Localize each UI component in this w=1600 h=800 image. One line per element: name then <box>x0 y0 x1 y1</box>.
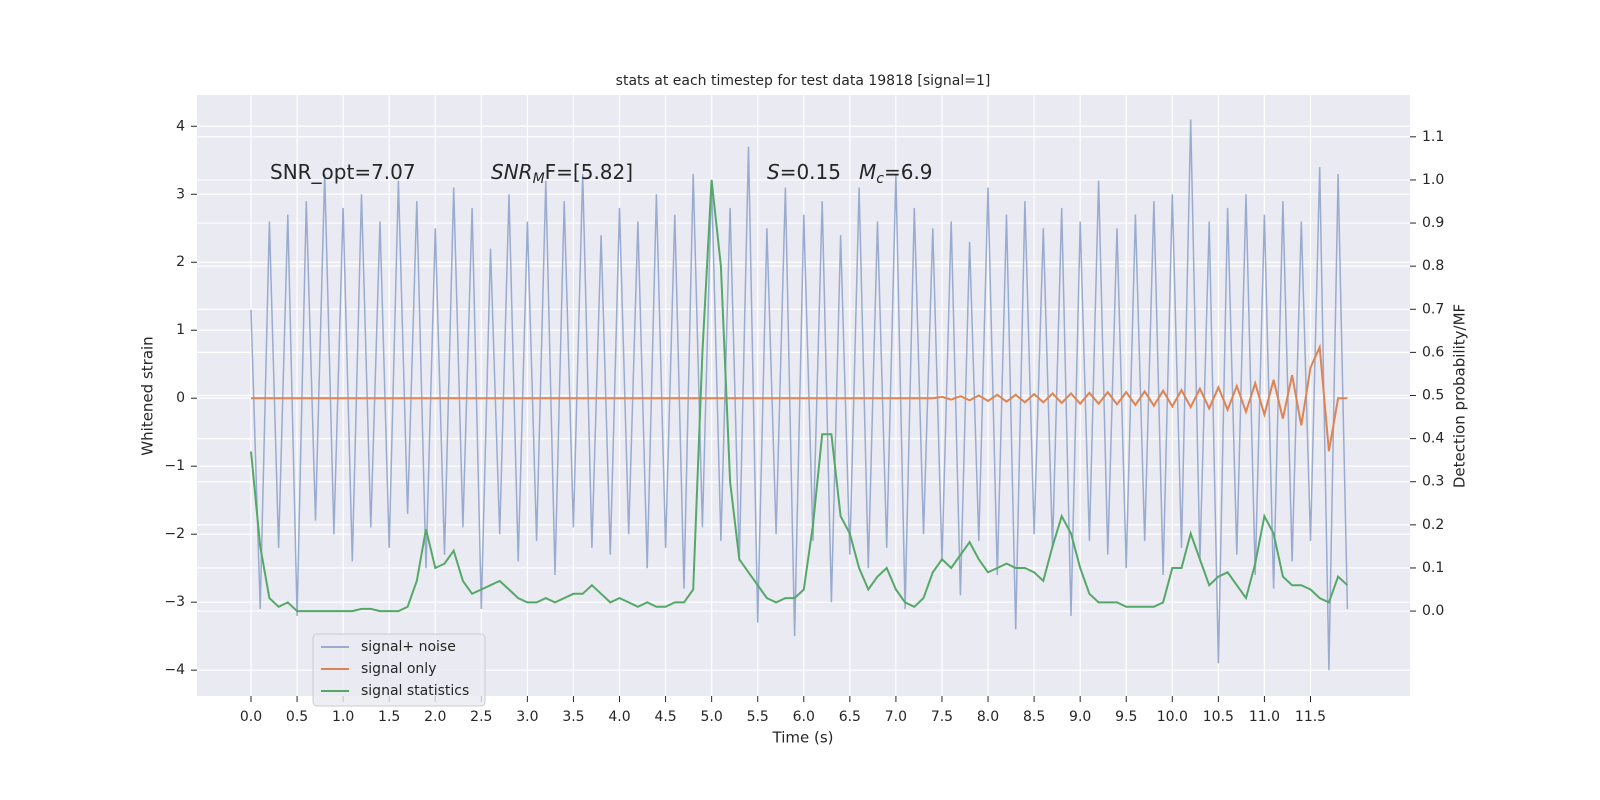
y2-tick-label: 0.6 <box>1422 344 1444 360</box>
legend-label: signal statistics <box>361 683 469 699</box>
x-tick-label: 5.5 <box>747 709 769 725</box>
y-tick-label: 0 <box>176 390 185 406</box>
y-tick-label: −3 <box>164 594 185 610</box>
x-tick-label: 4.0 <box>608 709 630 725</box>
series-line <box>251 343 1348 452</box>
y2-tick-label: 0.9 <box>1422 215 1444 231</box>
series-line <box>250 179 1349 613</box>
legend-label: signal only <box>361 661 436 677</box>
y2-tick-label: 0.5 <box>1422 388 1444 404</box>
x-tick-label: 3.5 <box>562 709 584 725</box>
y-tick-label: 1 <box>176 322 185 338</box>
x-tick-label: 2.5 <box>470 709 492 725</box>
y2-tick-label: 1.1 <box>1422 129 1444 145</box>
y-tick-label: 3 <box>176 186 185 202</box>
annotation: S=0.15 <box>767 160 841 184</box>
x-tick-label: 4.5 <box>654 709 676 725</box>
x-tick-label: 8.0 <box>977 709 999 725</box>
y2-tick-label: 0.7 <box>1422 301 1444 317</box>
y2-tick-label: 0.3 <box>1422 474 1444 490</box>
series-line <box>250 119 1349 671</box>
x-tick-label: 2.0 <box>424 709 446 725</box>
x-tick-label: 11.0 <box>1249 709 1280 725</box>
x-tick-label: 11.5 <box>1295 709 1326 725</box>
annotation-base: SNR <box>491 160 533 184</box>
y-tick-label: −4 <box>164 662 185 678</box>
annotation-sub: M <box>533 171 545 187</box>
y-tick-label: −2 <box>164 526 185 542</box>
x-tick-label: 8.5 <box>1023 709 1045 725</box>
x-tick-label: 1.0 <box>332 709 354 725</box>
x-axis-label: Time (s) <box>772 729 834 747</box>
annotation: Mc=6.9 <box>859 160 933 188</box>
x-tick-label: 0.5 <box>286 709 308 725</box>
x-tick-label: 9.0 <box>1069 709 1091 725</box>
y2-tick-label: 0.0 <box>1422 603 1444 619</box>
x-tick-label: 7.5 <box>931 709 953 725</box>
y2-tick-label: 0.2 <box>1422 517 1444 533</box>
x-tick-label: 0.0 <box>240 709 262 725</box>
x-tick-label: 5.0 <box>701 709 723 725</box>
annotation-sub: c <box>876 171 884 187</box>
legend-box <box>312 633 486 707</box>
grid <box>197 95 1410 696</box>
x-tick-label: 9.5 <box>1115 709 1137 725</box>
x-tick-label: 6.5 <box>839 709 861 725</box>
x-tick-label: 1.5 <box>378 709 400 725</box>
x-tick-label: 10.5 <box>1203 709 1234 725</box>
chart-title: stats at each timestep for test data 198… <box>616 73 991 89</box>
x-tick-label: 3.0 <box>516 709 538 725</box>
legend-label: signal+ noise <box>361 639 456 655</box>
annotation-rest: F=[5.82] <box>545 160 633 184</box>
y2-tick-label: 0.4 <box>1422 431 1444 447</box>
marks <box>250 119 1349 671</box>
y-tick-label: 4 <box>176 118 185 134</box>
annotation-rest: =6.9 <box>884 160 933 184</box>
annotation-base: M <box>859 160 876 184</box>
y2-tick-label: 0.1 <box>1422 560 1444 576</box>
annotation-text: SNR_opt=7.07 <box>270 160 416 184</box>
y2-tick-label: 1.0 <box>1422 172 1444 188</box>
annotation: SNR_opt=7.07 <box>270 160 416 184</box>
x-tick-label: 10.0 <box>1157 709 1188 725</box>
y2-axis-label: Detection probability/MF <box>1451 304 1469 488</box>
y-tick-label: 2 <box>176 254 185 270</box>
annotation: SNRMF=[5.82] <box>491 160 633 188</box>
y-axis-label: Whitened strain <box>139 336 157 455</box>
y2-tick-label: 0.8 <box>1422 258 1444 274</box>
x-tick-label: 7.0 <box>885 709 907 725</box>
annotation-base: S <box>767 160 780 184</box>
y-tick-label: −1 <box>164 458 185 474</box>
annotation-rest: =0.15 <box>780 160 841 184</box>
x-tick-label: 6.0 <box>793 709 815 725</box>
